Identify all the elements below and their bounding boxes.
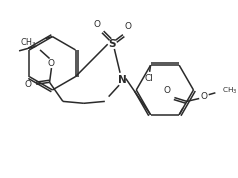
Text: O: O bbox=[24, 80, 31, 89]
Text: N: N bbox=[118, 75, 126, 85]
Text: O: O bbox=[163, 86, 170, 95]
Text: S: S bbox=[109, 39, 116, 49]
Text: O: O bbox=[94, 20, 101, 29]
Text: Cl: Cl bbox=[144, 74, 153, 83]
Text: CH$_3$: CH$_3$ bbox=[20, 36, 37, 49]
Text: O: O bbox=[200, 92, 208, 101]
Text: O: O bbox=[124, 22, 131, 31]
Text: CH$_3$: CH$_3$ bbox=[222, 86, 238, 96]
Text: O: O bbox=[48, 59, 55, 68]
